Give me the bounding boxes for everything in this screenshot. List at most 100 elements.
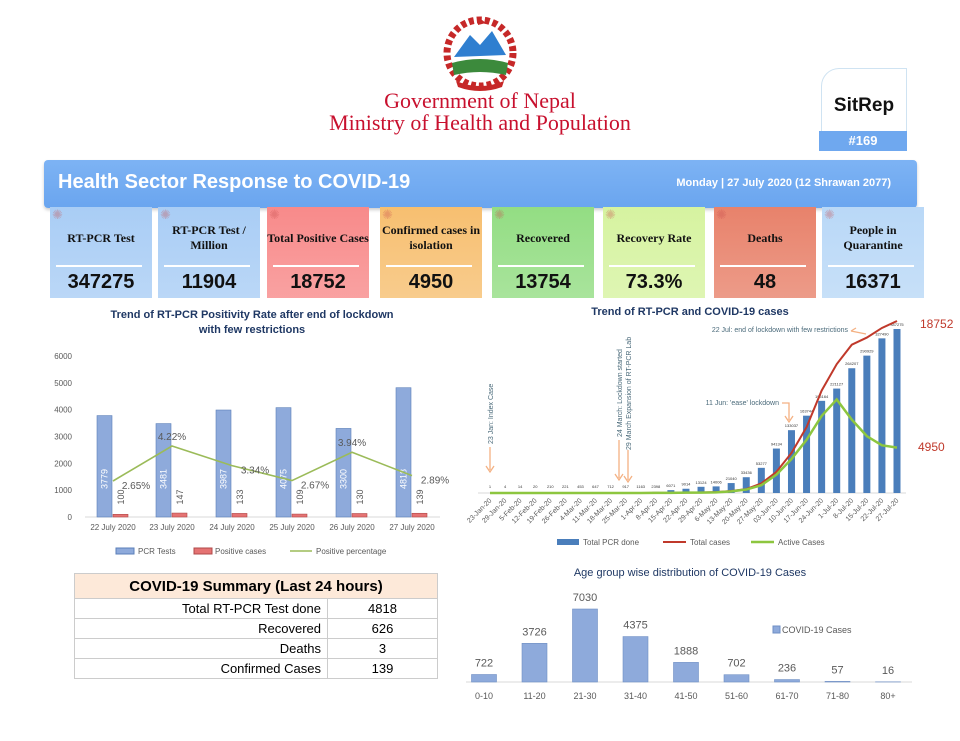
annotation-lab-expansion: 29 March Expansion of RT-PCR Lab <box>626 337 633 450</box>
positive-bar-label: 109 <box>295 489 305 504</box>
card-label: RT-PCR Test / Million <box>172 223 246 252</box>
y-tick-label: 2000 <box>54 459 72 468</box>
y-tick-label: 4000 <box>54 406 72 415</box>
virus-icon: ✺ <box>494 207 505 222</box>
pcr-bar-label: 3300 <box>339 469 349 489</box>
arrow-icon <box>485 447 495 474</box>
pcr-bar-label: 53277 <box>756 461 768 466</box>
stat-card: ✺ RT-PCR Test 347275 <box>50 207 152 298</box>
card-value: 48 <box>753 271 777 293</box>
divider <box>609 265 695 267</box>
age-bar <box>521 643 548 683</box>
y-tick-label: 5000 <box>54 379 72 388</box>
positive-bar <box>291 513 308 518</box>
pcr-bar-label: 647 <box>592 484 599 489</box>
stat-card: ✺ People in Quarantine 16371 <box>822 207 924 298</box>
virus-icon: ✺ <box>160 207 171 222</box>
card-label: Recovered <box>516 230 570 245</box>
sitrep-label: SitRep <box>833 95 895 116</box>
x-tick-label: 26 July 2020 <box>329 523 375 532</box>
age-bar <box>622 636 649 683</box>
pcr-bar-label: 133037 <box>785 423 799 428</box>
title-banner: Health Sector Response to COVID-19 Monda… <box>44 160 917 208</box>
positive-bar <box>411 512 428 518</box>
pcr-bar <box>335 428 352 518</box>
pcr-bar-label: 327490 <box>875 331 889 336</box>
percent-label: 2.65% <box>122 481 150 492</box>
legend-pcr-tests: PCR Tests <box>138 547 176 556</box>
age-bar <box>774 679 800 683</box>
pcr-bar <box>893 329 901 493</box>
card-label: Confirmed cases in isolation <box>382 223 480 252</box>
pcr-bar-label: 4 <box>504 484 507 489</box>
pcr-bar <box>848 368 856 493</box>
pcr-bar <box>757 467 765 493</box>
positive-bar <box>351 513 368 518</box>
divider <box>273 265 359 267</box>
summary-title: COVID-19 Summary (Last 24 hours) <box>74 573 438 599</box>
table-row: Total RT-PCR Test done 4818 <box>74 598 438 619</box>
legend-swatch-positive <box>193 547 213 555</box>
pcr-bar <box>742 477 750 493</box>
arrow-icon <box>782 402 794 424</box>
pcr-bar <box>697 486 705 493</box>
x-tick-label: 11-20 <box>523 691 545 701</box>
age-bar <box>471 674 497 683</box>
row-value: 4818 <box>327 598 438 619</box>
sitrep-badge: SitRep <box>821 68 907 134</box>
card-label: People in Quarantine <box>843 223 903 252</box>
pcr-bar-label: 20 <box>533 484 538 489</box>
card-label: Deaths <box>747 230 783 245</box>
x-tick-label: 51-60 <box>725 691 748 701</box>
active-cases-callout: 4950 <box>918 440 945 454</box>
x-tick-label: 71-80 <box>826 691 849 701</box>
annotation-lockdown-started: 24 March: Lockdown started <box>617 349 624 437</box>
divider <box>386 265 472 267</box>
pcr-bar-label: 1 <box>489 484 492 489</box>
stat-card: ✺ RT-PCR Test / Million 11904 <box>158 207 260 298</box>
percent-label: 2.89% <box>421 476 449 487</box>
row-value: 626 <box>327 618 438 639</box>
age-bar-label: 16 <box>882 665 894 677</box>
pcr-bar-label: 163744 <box>800 409 814 414</box>
pcr-bar-label: 14006 <box>711 479 723 484</box>
age-bar-label: 4375 <box>623 620 647 632</box>
arrow-icon <box>614 440 633 484</box>
pcr-bar <box>818 400 826 493</box>
annotation-ease-lockdown: 11 Jun: 'ease' lockdown <box>706 400 779 407</box>
chart-title: Age group wise distribution of COVID-19 … <box>574 567 807 579</box>
age-bar-label: 57 <box>831 664 843 676</box>
y-tick-label: 6000 <box>54 352 72 361</box>
summary-table: COVID-19 Summary (Last 24 hours) Total R… <box>74 573 438 679</box>
row-value: 139 <box>327 658 438 679</box>
org-name: Government of Nepal <box>384 88 576 113</box>
x-tick-label: 21-30 <box>573 691 596 701</box>
legend-total-cases: Total cases <box>690 538 730 547</box>
stat-card: ✺ Recovered 13754 <box>492 207 594 298</box>
pcr-bar-label: 21040 <box>726 476 738 481</box>
virus-icon: ✺ <box>605 207 616 222</box>
pcr-bar-label: 453 <box>577 484 584 489</box>
total-cases-callout: 18752 <box>920 317 954 331</box>
positive-bar <box>112 514 129 518</box>
active-cases-line <box>490 397 898 495</box>
pcr-bar-label: 221 <box>562 484 569 489</box>
pcr-bar-label: 4818 <box>399 469 409 489</box>
sitrep-number: #169 <box>819 131 907 151</box>
divider <box>164 265 250 267</box>
card-value: 18752 <box>290 271 346 293</box>
pcr-bar-label: 221127 <box>830 382 844 387</box>
pcr-bar <box>395 387 412 518</box>
arrow-icon <box>850 327 867 335</box>
positive-bar-label: 100 <box>116 489 126 504</box>
pcr-bar-label: 3987 <box>219 469 229 489</box>
pcr-bar <box>727 483 735 493</box>
pcr-bar <box>682 488 690 493</box>
percent-label: 3.34% <box>241 466 269 477</box>
pcr-bar-label: 94134 <box>771 442 783 447</box>
positivity-line <box>112 445 413 482</box>
annotation-index-case: 23 Jan: Index Case <box>488 384 495 444</box>
x-tick-label: 25 July 2020 <box>269 523 315 532</box>
divider <box>828 265 914 267</box>
annotation-end-lockdown: 22 Jul: end of lockdown with few restric… <box>712 327 849 334</box>
